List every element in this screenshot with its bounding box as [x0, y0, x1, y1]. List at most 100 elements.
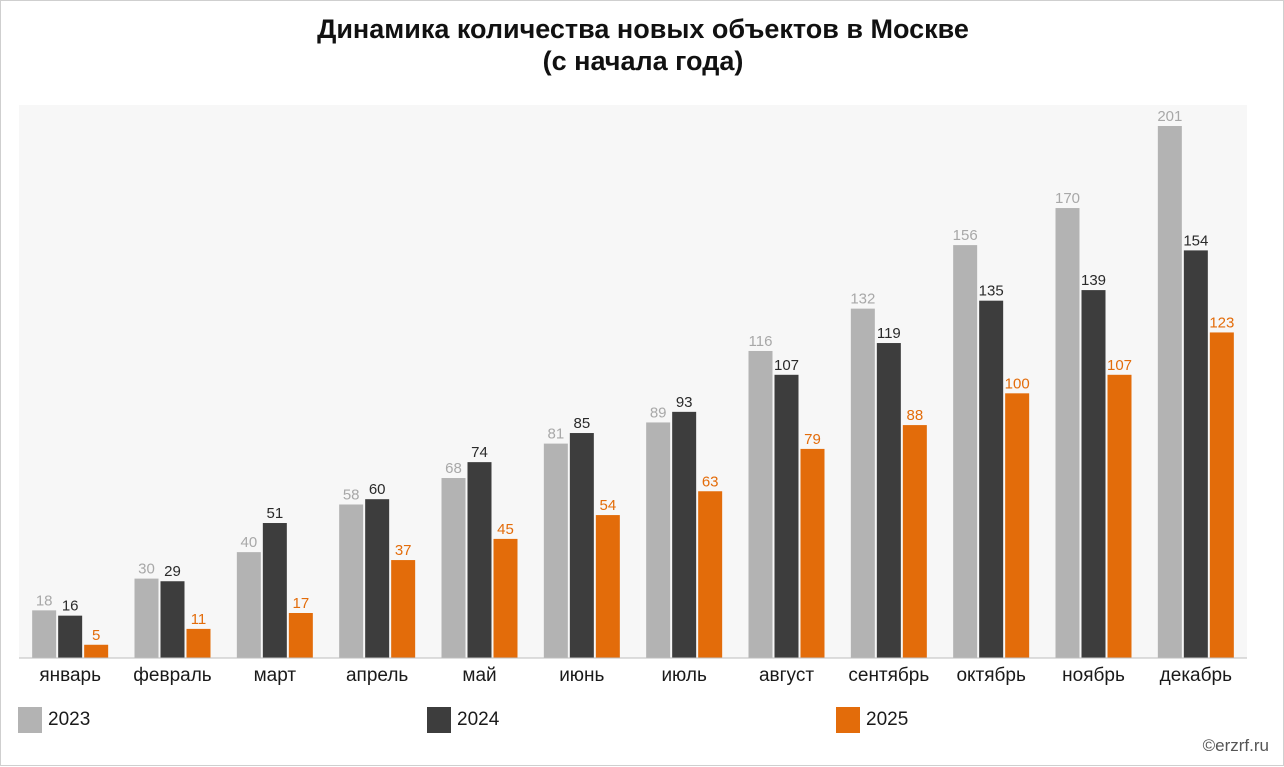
value-label-2025-7: 63: [702, 473, 719, 490]
value-label-2023-9: 132: [850, 291, 875, 308]
bar-2024-8: [774, 374, 799, 658]
value-label-2023-2: 30: [138, 561, 155, 578]
bar-2023-8: [748, 350, 773, 658]
bar-2024-7: [672, 411, 697, 658]
bar-2023-10: [953, 245, 978, 658]
category-label-5: май: [462, 665, 496, 686]
plot-area: [19, 105, 1247, 658]
category-label-3: март: [254, 665, 297, 686]
category-label-12: декабрь: [1160, 665, 1232, 686]
value-label-2024-7: 93: [676, 394, 693, 411]
value-label-2024-4: 60: [369, 481, 386, 498]
value-label-2023-6: 81: [547, 426, 564, 443]
value-label-2023-7: 89: [650, 404, 667, 421]
value-label-2023-12: 201: [1157, 108, 1182, 125]
legend-label-2023: 2023: [48, 709, 91, 730]
value-label-2025-1: 5: [92, 627, 100, 644]
bar-2025-3: [288, 613, 313, 658]
legend-label-2025: 2025: [866, 709, 909, 730]
bar-2023-12: [1157, 126, 1182, 658]
bar-2024-11: [1081, 290, 1106, 658]
value-label-2023-4: 58: [343, 486, 360, 503]
legend-swatch-2025: [836, 707, 860, 733]
bar-2025-5: [493, 538, 518, 658]
source-credit: ©erzrf.ru: [1202, 736, 1269, 755]
legend-label-2024: 2024: [457, 709, 500, 730]
value-label-2024-1: 16: [62, 598, 79, 615]
bar-2025-12: [1209, 332, 1234, 658]
value-label-2024-2: 29: [164, 563, 181, 580]
category-labels-group: январь февраль март апрель май июнь июль август…: [39, 665, 1232, 686]
chart-title-line-2: (с начала года): [542, 46, 744, 76]
value-label-2023-1: 18: [36, 592, 53, 609]
bars-group: [32, 126, 1234, 658]
category-label-4: апрель: [346, 665, 408, 686]
bar-2025-11: [1107, 374, 1132, 658]
value-label-2025-2: 11: [191, 611, 207, 628]
category-label-2: февраль: [133, 665, 212, 686]
legend-item-2025: 2025: [836, 707, 908, 733]
value-label-2025-11: 107: [1107, 357, 1132, 374]
bar-2023-11: [1055, 208, 1080, 658]
value-label-2023-8: 116: [749, 333, 773, 350]
value-label-2025-10: 100: [1005, 375, 1030, 392]
value-label-2025-6: 54: [599, 497, 616, 514]
chart-title-line-1: Динамика количества новых объектов в Мос…: [317, 14, 969, 44]
value-label-2024-3: 51: [266, 505, 283, 522]
category-label-8: август: [759, 665, 814, 686]
value-label-2023-10: 156: [953, 227, 978, 244]
category-label-6: июнь: [559, 665, 604, 686]
category-label-9: сентябрь: [848, 665, 929, 686]
value-label-2023-11: 170: [1055, 190, 1080, 207]
value-label-2024-10: 135: [979, 283, 1004, 300]
value-label-2024-8: 107: [774, 357, 799, 374]
bar-2023-7: [646, 422, 671, 658]
bar-2025-7: [698, 491, 723, 658]
category-label-11: ноябрь: [1062, 665, 1125, 686]
legend-item-2023: 2023: [18, 707, 90, 733]
value-label-2025-8: 79: [804, 431, 821, 448]
bar-2023-4: [339, 504, 364, 658]
bar-2024-1: [58, 615, 83, 658]
value-label-2024-11: 139: [1081, 272, 1106, 289]
value-label-2024-9: 119: [877, 325, 901, 342]
value-label-2023-3: 40: [240, 534, 257, 551]
value-label-2024-5: 74: [471, 444, 488, 461]
bar-2024-5: [467, 462, 492, 658]
bar-2024-2: [160, 581, 185, 658]
value-label-2025-5: 45: [497, 521, 514, 538]
bar-2023-1: [32, 610, 57, 658]
value-label-2025-4: 37: [395, 542, 412, 559]
legend-swatch-2024: [427, 707, 451, 733]
bar-2025-8: [800, 448, 825, 658]
value-label-2025-9: 88: [906, 407, 923, 424]
bar-2024-3: [262, 523, 287, 658]
bar-2023-9: [850, 308, 875, 658]
category-label-10: октябрь: [956, 665, 1026, 686]
bar-2025-2: [186, 628, 211, 658]
chart-title: Динамика количества новых объектов в Мос…: [1, 13, 1284, 77]
legend-item-2024: 2024: [427, 707, 499, 733]
bar-2024-4: [365, 499, 390, 658]
bar-2025-4: [391, 560, 416, 658]
value-label-2024-12: 154: [1183, 232, 1208, 249]
value-label-2025-3: 17: [292, 595, 309, 612]
bar-2025-1: [84, 644, 109, 658]
legend-swatch-2023: [18, 707, 42, 733]
category-label-1: январь: [39, 665, 101, 686]
bar-2025-9: [902, 425, 927, 658]
bar-2025-10: [1005, 393, 1030, 658]
value-label-2024-6: 85: [573, 415, 590, 432]
bar-2023-6: [543, 443, 568, 658]
value-labels-group: 18 16 5 30 29 11 40 51 17 58 60 37 68 74 45 81 85 54 89 93 6…: [36, 108, 1235, 644]
bar-2023-3: [236, 552, 261, 658]
bar-2023-2: [134, 578, 159, 658]
bar-2024-10: [979, 300, 1004, 658]
bar-2023-5: [441, 478, 466, 658]
bar-2024-12: [1183, 250, 1208, 658]
bar-2025-6: [595, 515, 620, 658]
bar-2024-9: [876, 343, 901, 658]
value-label-2025-12: 123: [1209, 314, 1234, 331]
